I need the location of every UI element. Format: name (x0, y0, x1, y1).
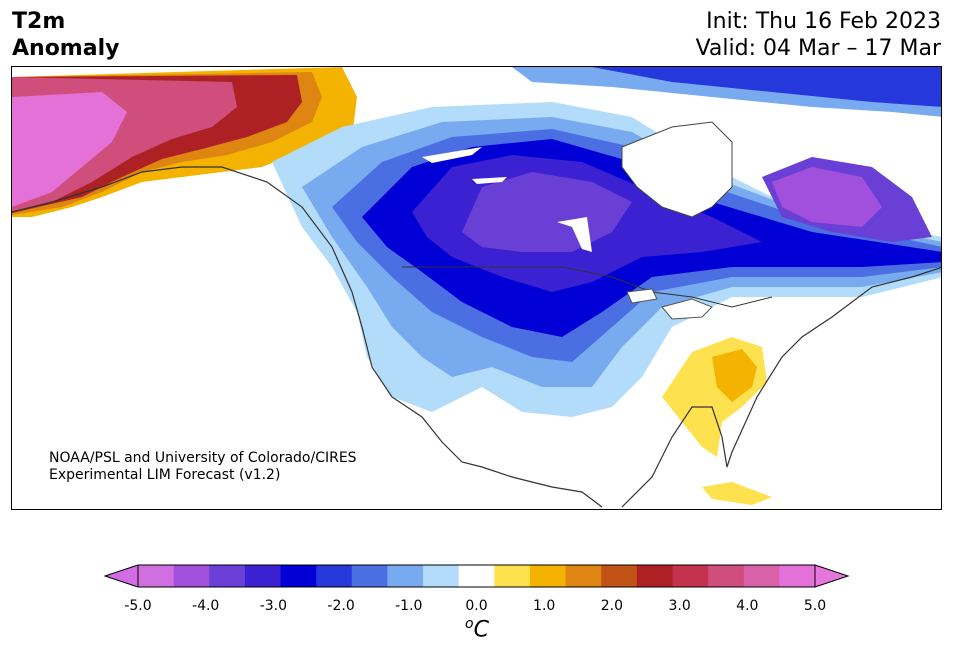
coastline-west (12, 166, 603, 508)
anomaly-map (12, 67, 941, 508)
colorbar-segment (529, 565, 567, 587)
colorbar-tick-label: -1.0 (395, 598, 423, 614)
map-title: T2m Anomaly (12, 8, 119, 62)
arctic-cold-blue (592, 67, 941, 107)
colorbar-segments (138, 565, 816, 587)
colorbar-tick-label: -4.0 (192, 598, 220, 614)
cold-purple-core (462, 172, 632, 252)
colorbar-under-extend (105, 565, 138, 587)
credit-line-1: NOAA/PSL and University of Colorado/CIRE… (49, 450, 357, 466)
colorbar-segment (387, 565, 424, 587)
southeast-warm-core (712, 349, 757, 402)
colorbar-segment (494, 565, 531, 587)
colorbar-segment (672, 565, 709, 587)
unit-degree: o (465, 616, 474, 632)
colorbar-unit: oC (465, 616, 489, 642)
colorbar-segment (636, 565, 673, 587)
colorbar-outline (137, 564, 816, 588)
colorbar-outline-left (103, 564, 139, 588)
colorbar-over-extend (815, 565, 848, 587)
credit-text: NOAA/PSL and University of Colorado/CIRE… (49, 450, 357, 484)
canada-lakes (422, 147, 592, 252)
colorbar-segment (743, 565, 780, 587)
colorbar-outline-right (814, 564, 850, 588)
colorbar-tick-label: -2.0 (327, 598, 355, 614)
coastline-east (621, 267, 941, 508)
colorbar-segment (351, 565, 388, 587)
colorbar-tick-label: -5.0 (124, 598, 152, 614)
credit-line-2: Experimental LIM Forecast (v1.2) (49, 467, 281, 483)
colorbar-segment (138, 565, 175, 587)
variable-label: T2m (12, 9, 66, 34)
cuba-warm (702, 482, 772, 505)
colorbar-segment (423, 565, 460, 587)
great-lakes (626, 288, 713, 320)
colorbar-tick-label: 3.0 (668, 598, 691, 614)
alaska-warm-pink (12, 92, 127, 207)
colorbar-segment (779, 565, 816, 587)
colorbar-tick-label: -3.0 (259, 598, 288, 614)
colorbar-tick-label: 4.0 (736, 598, 759, 614)
colorbar-tick-label: 2.0 (600, 598, 624, 614)
colorbar-tick-label: 1.0 (533, 598, 556, 614)
colorbar-segment (209, 565, 246, 587)
colorbar-segment (280, 565, 317, 587)
unit-letter: C (473, 617, 489, 643)
valid-range: Valid: 04 Mar – 17 Mar (695, 36, 941, 61)
colorbar-segment (458, 565, 495, 587)
anomaly-label: Anomaly (12, 36, 120, 61)
init-date: Init: Thu 16 Feb 2023 (706, 9, 941, 34)
colorbar-segment (316, 565, 353, 587)
colorbar-segment (601, 565, 638, 587)
forecast-dates: Init: Thu 16 Feb 2023 Valid: 04 Mar – 17… (696, 8, 941, 62)
hudson-bay (621, 121, 733, 218)
colorbar-segment (244, 565, 282, 587)
colorbar-tick-label: 5.0 (803, 598, 827, 614)
colorbar-segment (565, 565, 602, 587)
colorbar-segment (708, 565, 745, 587)
map-frame (11, 66, 942, 510)
colorbar-tick-label: 0.0 (465, 598, 488, 614)
labrador-cold-core (772, 167, 882, 227)
colorbar-segment (173, 565, 210, 587)
